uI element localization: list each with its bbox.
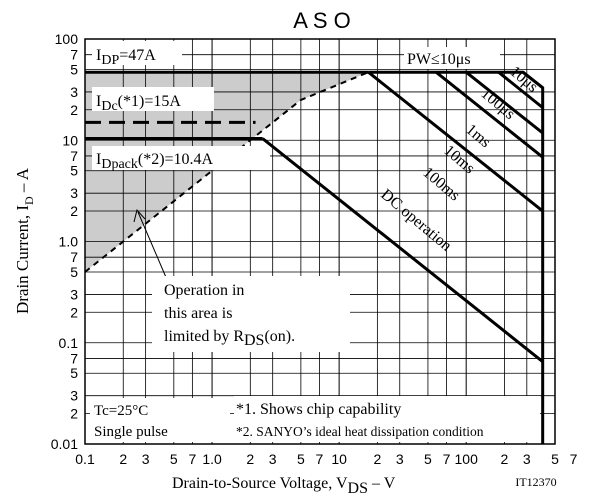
y-tick-label: 5 [70,365,78,381]
figure-id: IT12370 [515,475,556,489]
rds-annotation-box [152,276,350,352]
soa-line-100s [497,71,544,109]
x-tick-label: 7 [316,451,324,467]
x-tick-label: 3 [142,451,150,467]
y-tick-label: 10 [62,132,78,148]
x-tick-label: 2 [373,451,381,467]
idpack-label: IDpack(*2)=10.4A [96,151,214,172]
note-2: *2. SANYO’s ideal heat dissipation condi… [236,424,484,439]
soa-curves [84,70,545,444]
pw-label: PW≤10μs [407,51,471,68]
idc-label: IDc(*1)=15A [96,93,181,114]
x-tick-label: 3 [523,451,531,467]
y-tick-label: 7 [70,148,78,164]
idpack-label-box [92,146,270,170]
x-tick-label: 7 [570,451,578,467]
y-tick-label: 7 [70,47,78,63]
y-tick-label: 1.0 [59,234,79,250]
soa-line-100ms [367,71,544,213]
y-tick-label: 2 [70,203,78,219]
x-tick-label: 7 [443,451,451,467]
x-tick-label: 5 [297,451,305,467]
y-axis-label: Drain Current, ID – A [13,167,36,314]
rds-line-1: Operation in [164,282,244,299]
pw-label-box [404,47,500,69]
y-tick-label: 3 [70,286,78,302]
conditions-box [90,398,230,442]
soa-line-dcoperation [261,137,544,363]
rds-arrow-head [133,208,146,223]
tc-label: Tc=25°C [94,403,148,419]
x-tick-label: 5 [424,451,432,467]
x-tick-label: 3 [269,451,277,467]
rds-line-2: this area is [164,305,232,322]
tick-labels: 0.1 2 3 5 7 1.0 2 3 5 7 10 2 3 5 7 100 2 3 5 71007532107532… [51,31,578,467]
plot-frame [84,38,556,445]
y-tick-label: 7 [70,350,78,366]
y-tick-label: 3 [70,84,78,100]
idp-label: IDP=47A [96,47,156,68]
x-tick-label: 2 [501,451,509,467]
idc-label-box [92,87,214,111]
x-axis-label: Drain-to-Source Voltage, VDS – V [172,475,396,497]
soa-line-1ms [465,71,544,135]
x-tick-label: 100 [455,451,479,467]
y-tick-label: 2 [70,406,78,422]
y-tick-label: 7 [70,249,78,265]
rds-line-3: limited by RDS(on). [164,328,295,349]
x-tick-label: 7 [188,451,196,467]
x-tick-label: 5 [551,451,559,467]
y-tick-label: 5 [70,61,78,77]
x-tick-label: 1.0 [202,451,222,467]
chart-title: A S O [293,8,350,33]
note-1: *1. Shows chip capability [236,401,401,418]
idp-label-box [92,41,182,65]
x-tick-label: 5 [170,451,178,467]
y-tick-label: 5 [70,264,78,280]
y-tick-label: 0.1 [59,335,79,351]
soa-line-10ms [435,71,544,159]
x-tick-label: 2 [119,451,127,467]
x-tick-label: 0.1 [75,451,95,467]
y-tick-label: 0.01 [51,436,78,452]
y-tick-label: 2 [70,102,78,118]
pw-envelope-line [368,70,545,444]
y-tick-label: 5 [70,163,78,179]
x-tick-label: 10 [331,451,347,467]
rds-limited-region [85,72,369,272]
y-tick-label: 3 [70,185,78,201]
y-tick-label: 3 [70,388,78,404]
rds-annotation-arrow [137,211,169,283]
x-tick-label: 3 [396,451,404,467]
y-tick-label: 100 [55,31,79,47]
x-tick-label: 2 [246,451,254,467]
y-tick-label: 2 [70,304,78,320]
single-pulse-label: Single pulse [94,424,168,440]
notes-box [234,396,540,442]
